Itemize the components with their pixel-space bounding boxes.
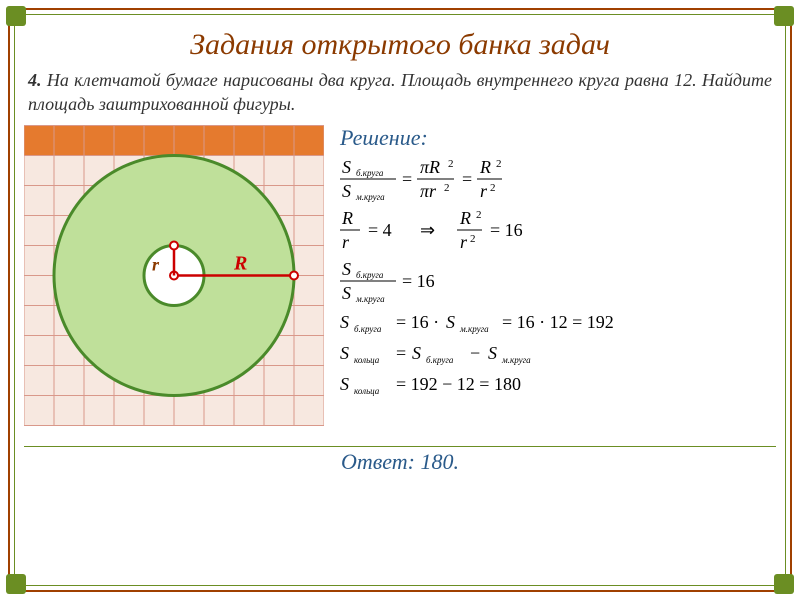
svg-text:S: S: [342, 259, 351, 279]
svg-text:S: S: [340, 343, 349, 363]
corner-decoration: [774, 574, 794, 594]
svg-text:м.круга: м.круга: [355, 192, 385, 202]
svg-text:=: =: [462, 169, 472, 189]
svg-text:r: r: [480, 181, 488, 201]
svg-text:S: S: [446, 312, 455, 332]
svg-text:S: S: [340, 312, 349, 332]
svg-text:R: R: [341, 208, 353, 228]
svg-text:= 16 ·: = 16 ·: [396, 312, 439, 332]
svg-text:R: R: [233, 252, 247, 274]
svg-text:2: 2: [496, 158, 502, 170]
problem-text: 4. На клетчатой бумаге нарисованы два кр…: [28, 68, 772, 117]
svg-text:б.круга: б.круга: [356, 168, 384, 178]
answer-label: Ответ: 180.: [24, 446, 776, 475]
problem-number: 4.: [28, 70, 42, 90]
svg-text:б.круга: б.круга: [426, 355, 454, 365]
svg-text:= 192 − 12 = 180: = 192 − 12 = 180: [396, 374, 521, 394]
svg-text:2: 2: [470, 233, 476, 245]
page-title: Задания открытого банка задач: [24, 28, 776, 62]
svg-text:=: =: [402, 169, 412, 189]
svg-text:S: S: [340, 374, 349, 394]
svg-text:кольца: кольца: [354, 355, 380, 365]
svg-text:S: S: [488, 343, 497, 363]
svg-text:R: R: [459, 208, 471, 228]
formulas: Sб.кругаSм.круга=πRπr22=Rr22Rr= 4⇒Rr22= …: [340, 157, 776, 400]
svg-text:πR: πR: [420, 157, 440, 177]
svg-text:= 16 · 12 = 192: = 16 · 12 = 192: [502, 312, 614, 332]
svg-text:S: S: [342, 283, 351, 303]
svg-text:кольца: кольца: [354, 386, 380, 396]
svg-text:R: R: [479, 157, 491, 177]
corner-decoration: [6, 574, 26, 594]
svg-text:r: r: [152, 254, 160, 274]
svg-text:S: S: [412, 343, 421, 363]
svg-text:−: −: [470, 343, 480, 363]
svg-text:м.круга: м.круга: [501, 355, 531, 365]
svg-text:2: 2: [476, 209, 482, 221]
svg-text:= 4: = 4: [368, 220, 392, 240]
svg-text:2: 2: [448, 158, 454, 170]
svg-text:S: S: [342, 181, 351, 201]
svg-text:⇒: ⇒: [420, 220, 435, 240]
problem-body: На клетчатой бумаге нарисованы два круга…: [28, 70, 772, 114]
solution-block: Решение: Sб.кругаSм.круга=πRπr22=Rr22Rr=…: [340, 125, 776, 403]
circles-diagram: Rr: [24, 125, 324, 440]
svg-text:πr: πr: [420, 181, 437, 201]
svg-text:S: S: [342, 157, 351, 177]
svg-text:2: 2: [490, 182, 496, 194]
svg-text:м.круга: м.круга: [355, 294, 385, 304]
svg-text:=: =: [396, 343, 406, 363]
svg-text:2: 2: [444, 182, 450, 194]
svg-text:б.круга: б.круга: [356, 270, 384, 280]
solution-label: Решение:: [340, 125, 776, 151]
svg-text:r: r: [342, 232, 350, 252]
svg-text:= 16: = 16: [490, 220, 523, 240]
svg-text:r: r: [460, 232, 468, 252]
svg-text:б.круга: б.круга: [354, 324, 382, 334]
svg-text:м.круга: м.круга: [459, 324, 489, 334]
svg-text:= 16: = 16: [402, 271, 435, 291]
slide-content: Задания открытого банка задач 4. На клет…: [24, 24, 776, 576]
corner-decoration: [774, 6, 794, 26]
corner-decoration: [6, 6, 26, 26]
main-row: Rr Решение: Sб.кругаSм.круга=πRπr22=Rr22…: [24, 125, 776, 440]
